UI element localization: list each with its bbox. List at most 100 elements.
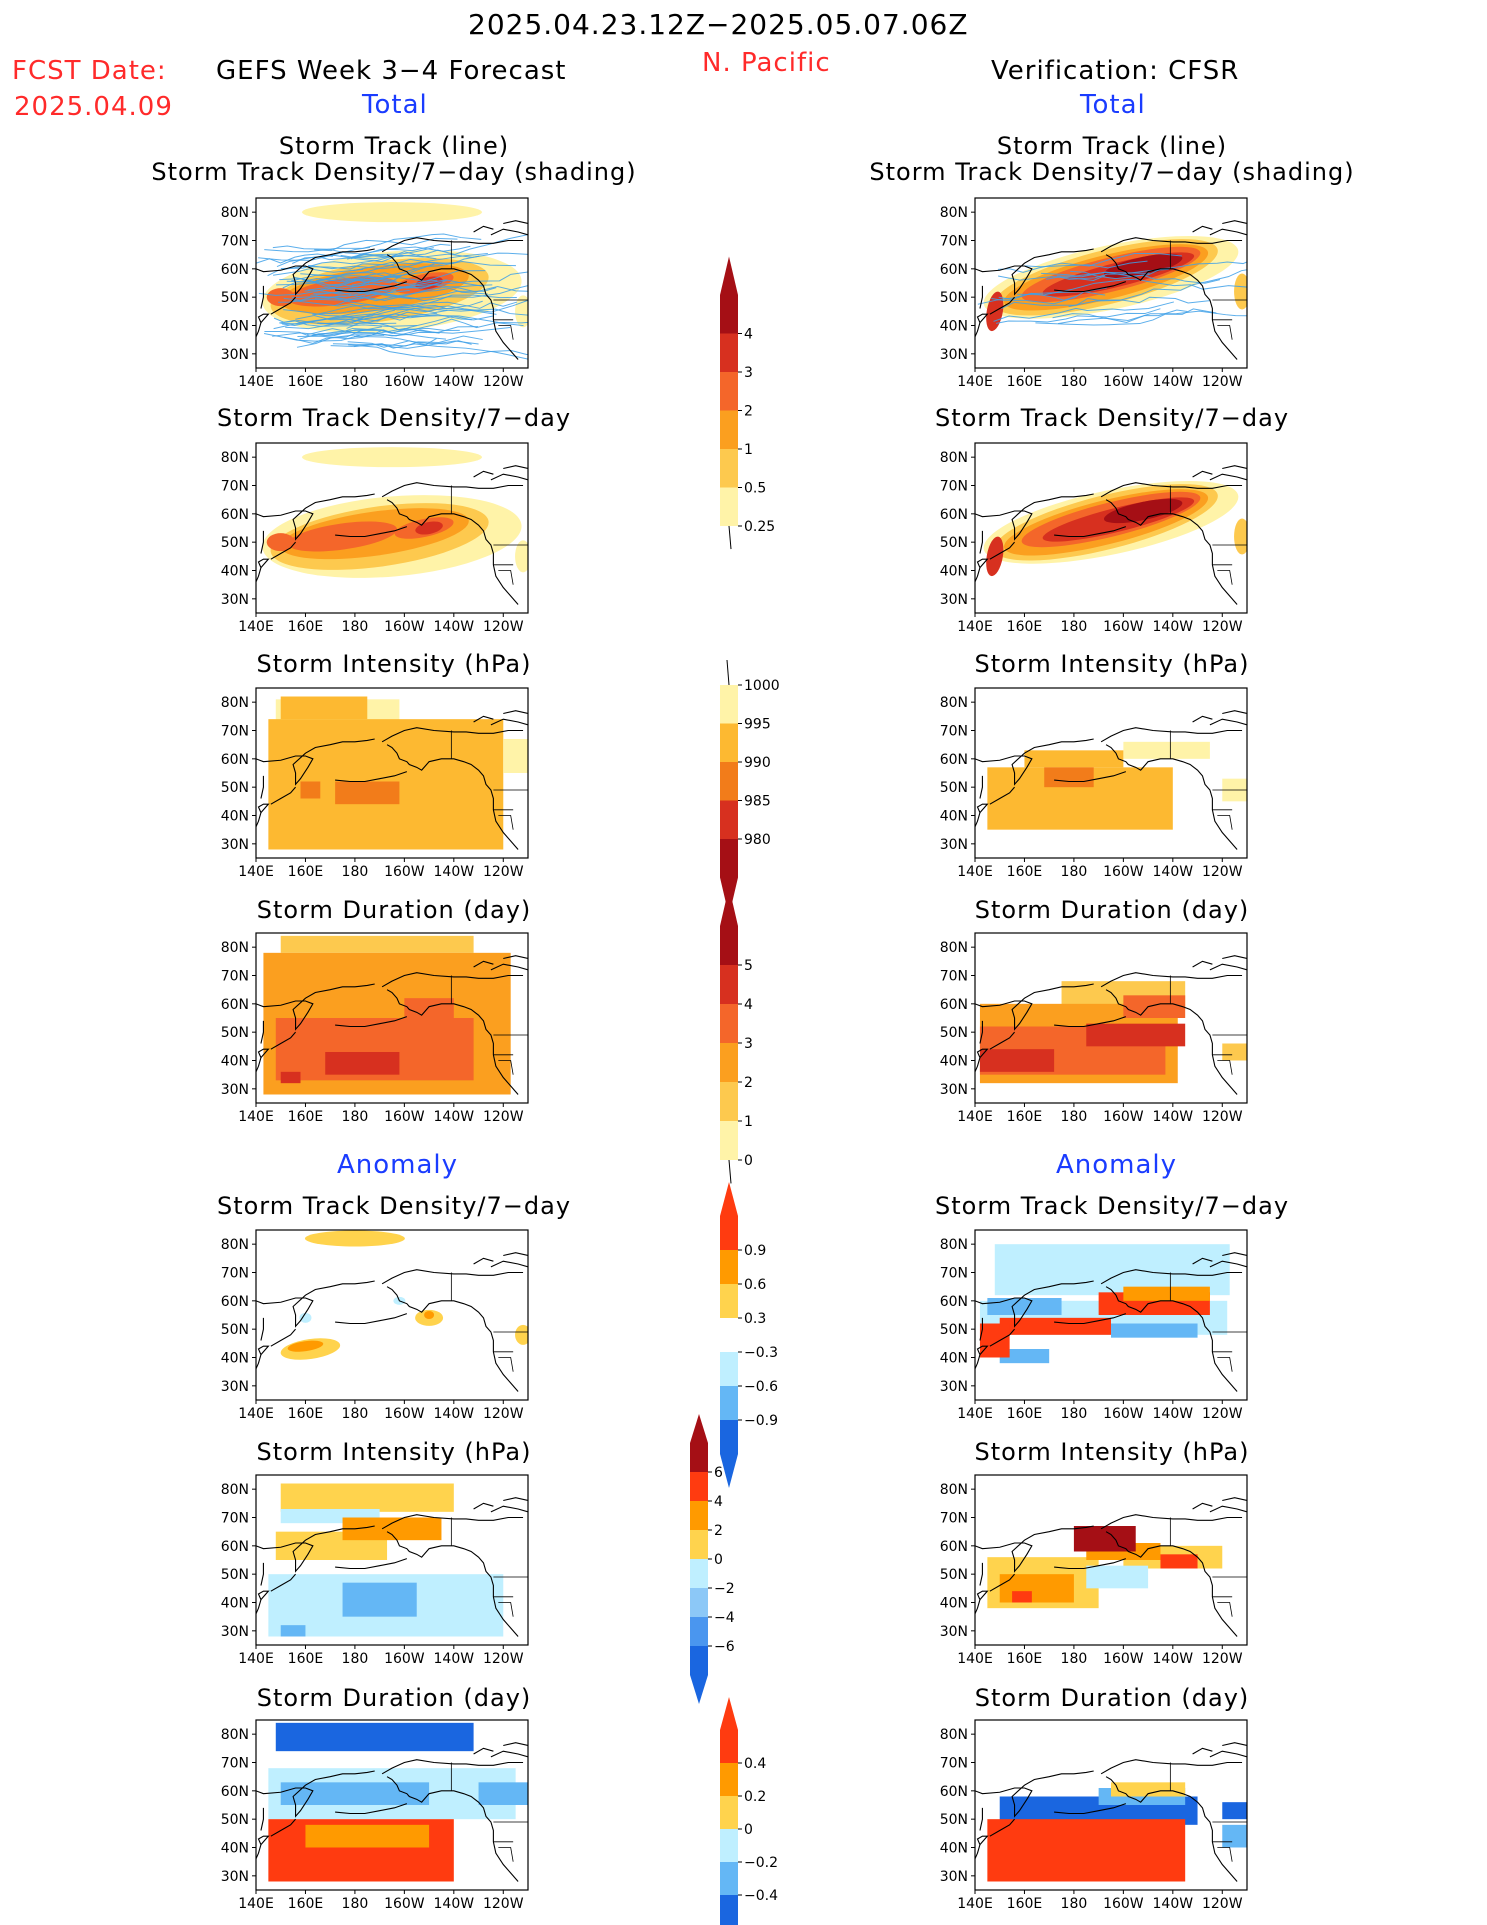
lon-tick-label: 140E bbox=[957, 1651, 993, 1667]
title-intensity-right: Storm Intensity (hPa) bbox=[974, 650, 1250, 678]
region-title: N. Pacific bbox=[702, 48, 831, 78]
lat-tick-label: 30N bbox=[221, 1624, 249, 1640]
lon-tick-label: 120W bbox=[1202, 374, 1243, 390]
lon-tick-label: 160E bbox=[1007, 1651, 1043, 1667]
map-intensity-anom-verification: 80N 70N 60N 50N 40N 30N 140E 160E 180 160W 140W 120… bbox=[940, 1474, 1248, 1667]
lon-tick-label: 180 bbox=[342, 619, 369, 635]
colorbar-label: −0.2 bbox=[744, 1855, 778, 1871]
lon-tick-label: 160W bbox=[1103, 1651, 1144, 1667]
lon-tick-label: 120W bbox=[483, 864, 524, 880]
map-intensity-anom-forecast: 80N 70N 60N 50N 40N 30N 140E 160E 180 160W 140W 120… bbox=[221, 1474, 529, 1667]
lon-tick-label: 160W bbox=[384, 374, 425, 390]
lat-tick-label: 40N bbox=[221, 564, 249, 580]
period-title: 2025.04.23.12Z−2025.05.07.06Z bbox=[468, 8, 969, 41]
lat-tick-label: 50N bbox=[221, 1025, 249, 1041]
title-duration-right: Storm Duration (day) bbox=[974, 896, 1250, 924]
lat-tick-label: 50N bbox=[221, 780, 249, 796]
title-density-anom-left: Storm Track Density/7−day bbox=[216, 1192, 572, 1220]
lon-tick-label: 120W bbox=[483, 1406, 524, 1422]
lat-tick-label: 60N bbox=[221, 507, 249, 523]
lon-tick-label: 120W bbox=[483, 1896, 524, 1912]
colorbar-label: 2 bbox=[714, 1523, 723, 1539]
lon-tick-label: 160W bbox=[384, 864, 425, 880]
lat-tick-label: 70N bbox=[940, 969, 968, 985]
lon-tick-label: 160W bbox=[384, 1896, 425, 1912]
right-total-label: Total bbox=[1080, 90, 1146, 120]
lon-tick-label: 160W bbox=[384, 1406, 425, 1422]
lon-tick-label: 120W bbox=[483, 1651, 524, 1667]
lon-tick-label: 180 bbox=[1061, 619, 1088, 635]
lat-tick-label: 40N bbox=[221, 1841, 249, 1857]
colorbar-label: −2 bbox=[714, 1581, 735, 1597]
lon-tick-label: 140W bbox=[1153, 1406, 1194, 1422]
lon-tick-label: 160E bbox=[1007, 374, 1043, 390]
map-density-verification: 80N 70N 60N 50N 40N 30N 140E 160E 180 160W 140W 120… bbox=[940, 442, 1248, 635]
lat-tick-label: 80N bbox=[221, 1237, 249, 1253]
lon-tick-label: 160W bbox=[1103, 1896, 1144, 1912]
colorbar-label: −6 bbox=[714, 1639, 735, 1655]
lon-tick-label: 120W bbox=[1202, 1109, 1243, 1125]
lat-tick-label: 80N bbox=[221, 695, 249, 711]
map-duration-anom-verification: 80N 70N 60N 50N 40N 30N 140E 160E 180 160W 140W 120… bbox=[940, 1719, 1248, 1912]
lat-tick-label: 70N bbox=[940, 479, 968, 495]
lat-tick-label: 80N bbox=[221, 450, 249, 466]
colorbar-label: 4 bbox=[744, 327, 753, 343]
lat-tick-label: 60N bbox=[940, 997, 968, 1013]
lat-tick-label: 40N bbox=[940, 564, 968, 580]
colorbar-label: 3 bbox=[744, 1036, 753, 1052]
lat-tick-label: 30N bbox=[221, 347, 249, 363]
lon-tick-label: 160E bbox=[288, 374, 324, 390]
colorbar-label: 0.3 bbox=[744, 1311, 766, 1327]
lat-tick-label: 40N bbox=[221, 1596, 249, 1612]
lat-tick-label: 80N bbox=[940, 1482, 968, 1498]
lon-tick-label: 140E bbox=[238, 619, 274, 635]
lon-tick-label: 160W bbox=[384, 619, 425, 635]
lon-tick-label: 140W bbox=[434, 374, 475, 390]
map-intensity-forecast: 80N 70N 60N 50N 40N 30N 140E 160E 180 160W 140W 120… bbox=[221, 687, 529, 880]
lat-tick-label: 70N bbox=[940, 1511, 968, 1527]
colorbar-label: 0 bbox=[744, 1822, 753, 1838]
colorbar-density-anom: 0.9 0.6 0.3 −0.3 −0.6 −0.9 bbox=[720, 1182, 778, 1488]
lat-tick-label: 80N bbox=[940, 1237, 968, 1253]
lon-tick-label: 140E bbox=[957, 619, 993, 635]
lat-tick-label: 70N bbox=[940, 1266, 968, 1282]
lat-tick-label: 30N bbox=[940, 1624, 968, 1640]
lat-tick-label: 80N bbox=[221, 1482, 249, 1498]
lat-tick-label: 70N bbox=[940, 724, 968, 740]
lat-tick-label: 60N bbox=[940, 262, 968, 278]
lat-tick-label: 60N bbox=[221, 262, 249, 278]
colorbar-label: −0.6 bbox=[744, 1379, 778, 1395]
lon-tick-label: 140W bbox=[1153, 1651, 1194, 1667]
colorbar-label: 3 bbox=[744, 365, 753, 381]
lon-tick-label: 180 bbox=[342, 1896, 369, 1912]
lon-tick-label: 140W bbox=[1153, 1896, 1194, 1912]
lat-tick-label: 30N bbox=[940, 592, 968, 608]
left-total-label: Total bbox=[362, 90, 428, 120]
lat-tick-label: 30N bbox=[221, 837, 249, 853]
lon-tick-label: 160W bbox=[1103, 1406, 1144, 1422]
map-density-forecast: 80N 70N 60N 50N 40N 30N 140E 160E 180 160W 140W 120… bbox=[221, 442, 529, 635]
lat-tick-label: 80N bbox=[940, 450, 968, 466]
map-duration-verification: 80N 70N 60N 50N 40N 30N 140E 160E 180 160W 140W 120… bbox=[940, 932, 1248, 1125]
colorbar-label: 990 bbox=[744, 755, 771, 771]
title-intensity-anom-left: Storm Intensity (hPa) bbox=[256, 1438, 532, 1466]
map-track-verification: 80N 70N 60N 50N 40N 30N 140E 160E 180 160W 140W 120… bbox=[940, 197, 1248, 390]
lon-tick-label: 120W bbox=[1202, 619, 1243, 635]
lat-tick-label: 50N bbox=[940, 1322, 968, 1338]
lon-tick-label: 140E bbox=[957, 1109, 993, 1125]
lon-tick-label: 180 bbox=[342, 1109, 369, 1125]
lat-tick-label: 40N bbox=[221, 809, 249, 825]
lon-tick-label: 140W bbox=[434, 619, 475, 635]
lat-tick-label: 50N bbox=[940, 535, 968, 551]
lat-tick-label: 50N bbox=[940, 290, 968, 306]
lon-tick-label: 120W bbox=[483, 619, 524, 635]
colorbar-label: −0.3 bbox=[744, 1345, 778, 1361]
title-intensity-anom-right: Storm Intensity (hPa) bbox=[974, 1438, 1250, 1466]
title-track-line-left: Storm Track (line) bbox=[278, 132, 510, 160]
lat-tick-label: 50N bbox=[221, 290, 249, 306]
lat-tick-label: 50N bbox=[221, 1322, 249, 1338]
lon-tick-label: 160E bbox=[288, 619, 324, 635]
colorbar-intensity-total: 1000 995 990 985 980 bbox=[720, 659, 780, 916]
colorbar-label: 0.25 bbox=[744, 519, 775, 535]
lon-tick-label: 160W bbox=[1103, 864, 1144, 880]
